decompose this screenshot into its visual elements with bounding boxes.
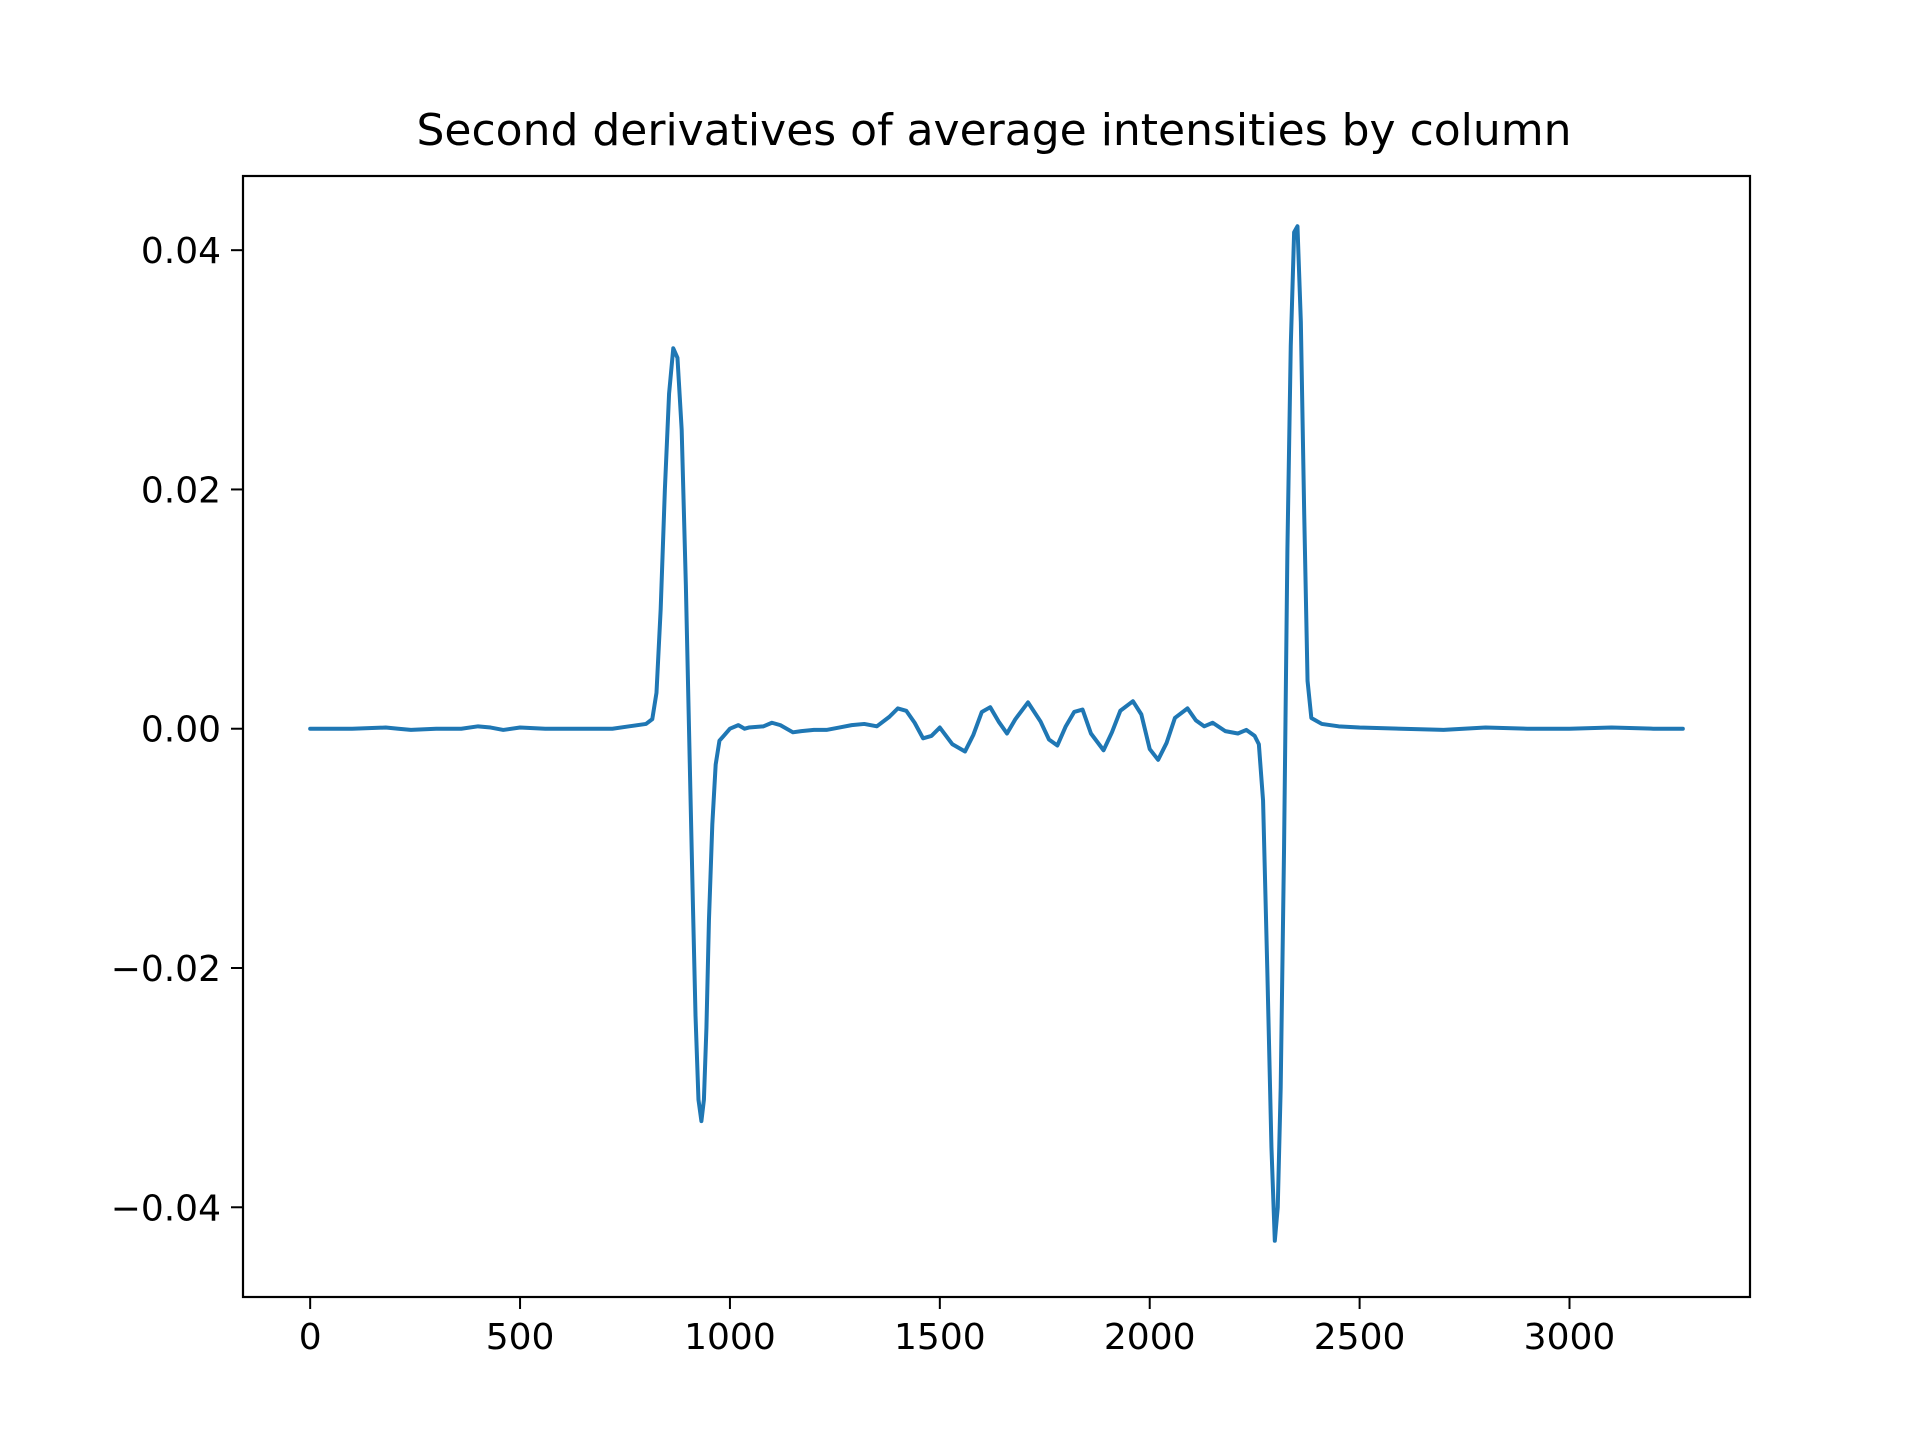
x-tick-label: 500 [486,1317,555,1358]
y-axis: −0.04 −0.02 0.00 0.02 0.04 [111,231,243,1229]
y-tick-label: 0.04 [141,231,221,272]
x-tick-label: 3000 [1524,1317,1616,1358]
x-tick-label: 1000 [684,1317,776,1358]
plot-area [308,224,1685,1243]
series-line-0 [308,224,1685,1243]
x-tick-label: 0 [299,1317,322,1358]
y-tick-label: −0.02 [111,949,221,990]
y-tick-label: 0.00 [141,710,221,751]
x-tick-label: 2500 [1314,1317,1406,1358]
x-tick-label: 1500 [894,1317,986,1358]
axes-frame [241,174,1752,1299]
y-tick-label: −0.04 [111,1188,221,1229]
x-tick-label: 2000 [1104,1317,1196,1358]
chart-title: Second derivatives of average intensitie… [416,105,1571,156]
x-axis: 0 500 1000 1500 2000 2500 3000 [299,1297,1616,1358]
y-tick-label: 0.02 [141,470,221,511]
